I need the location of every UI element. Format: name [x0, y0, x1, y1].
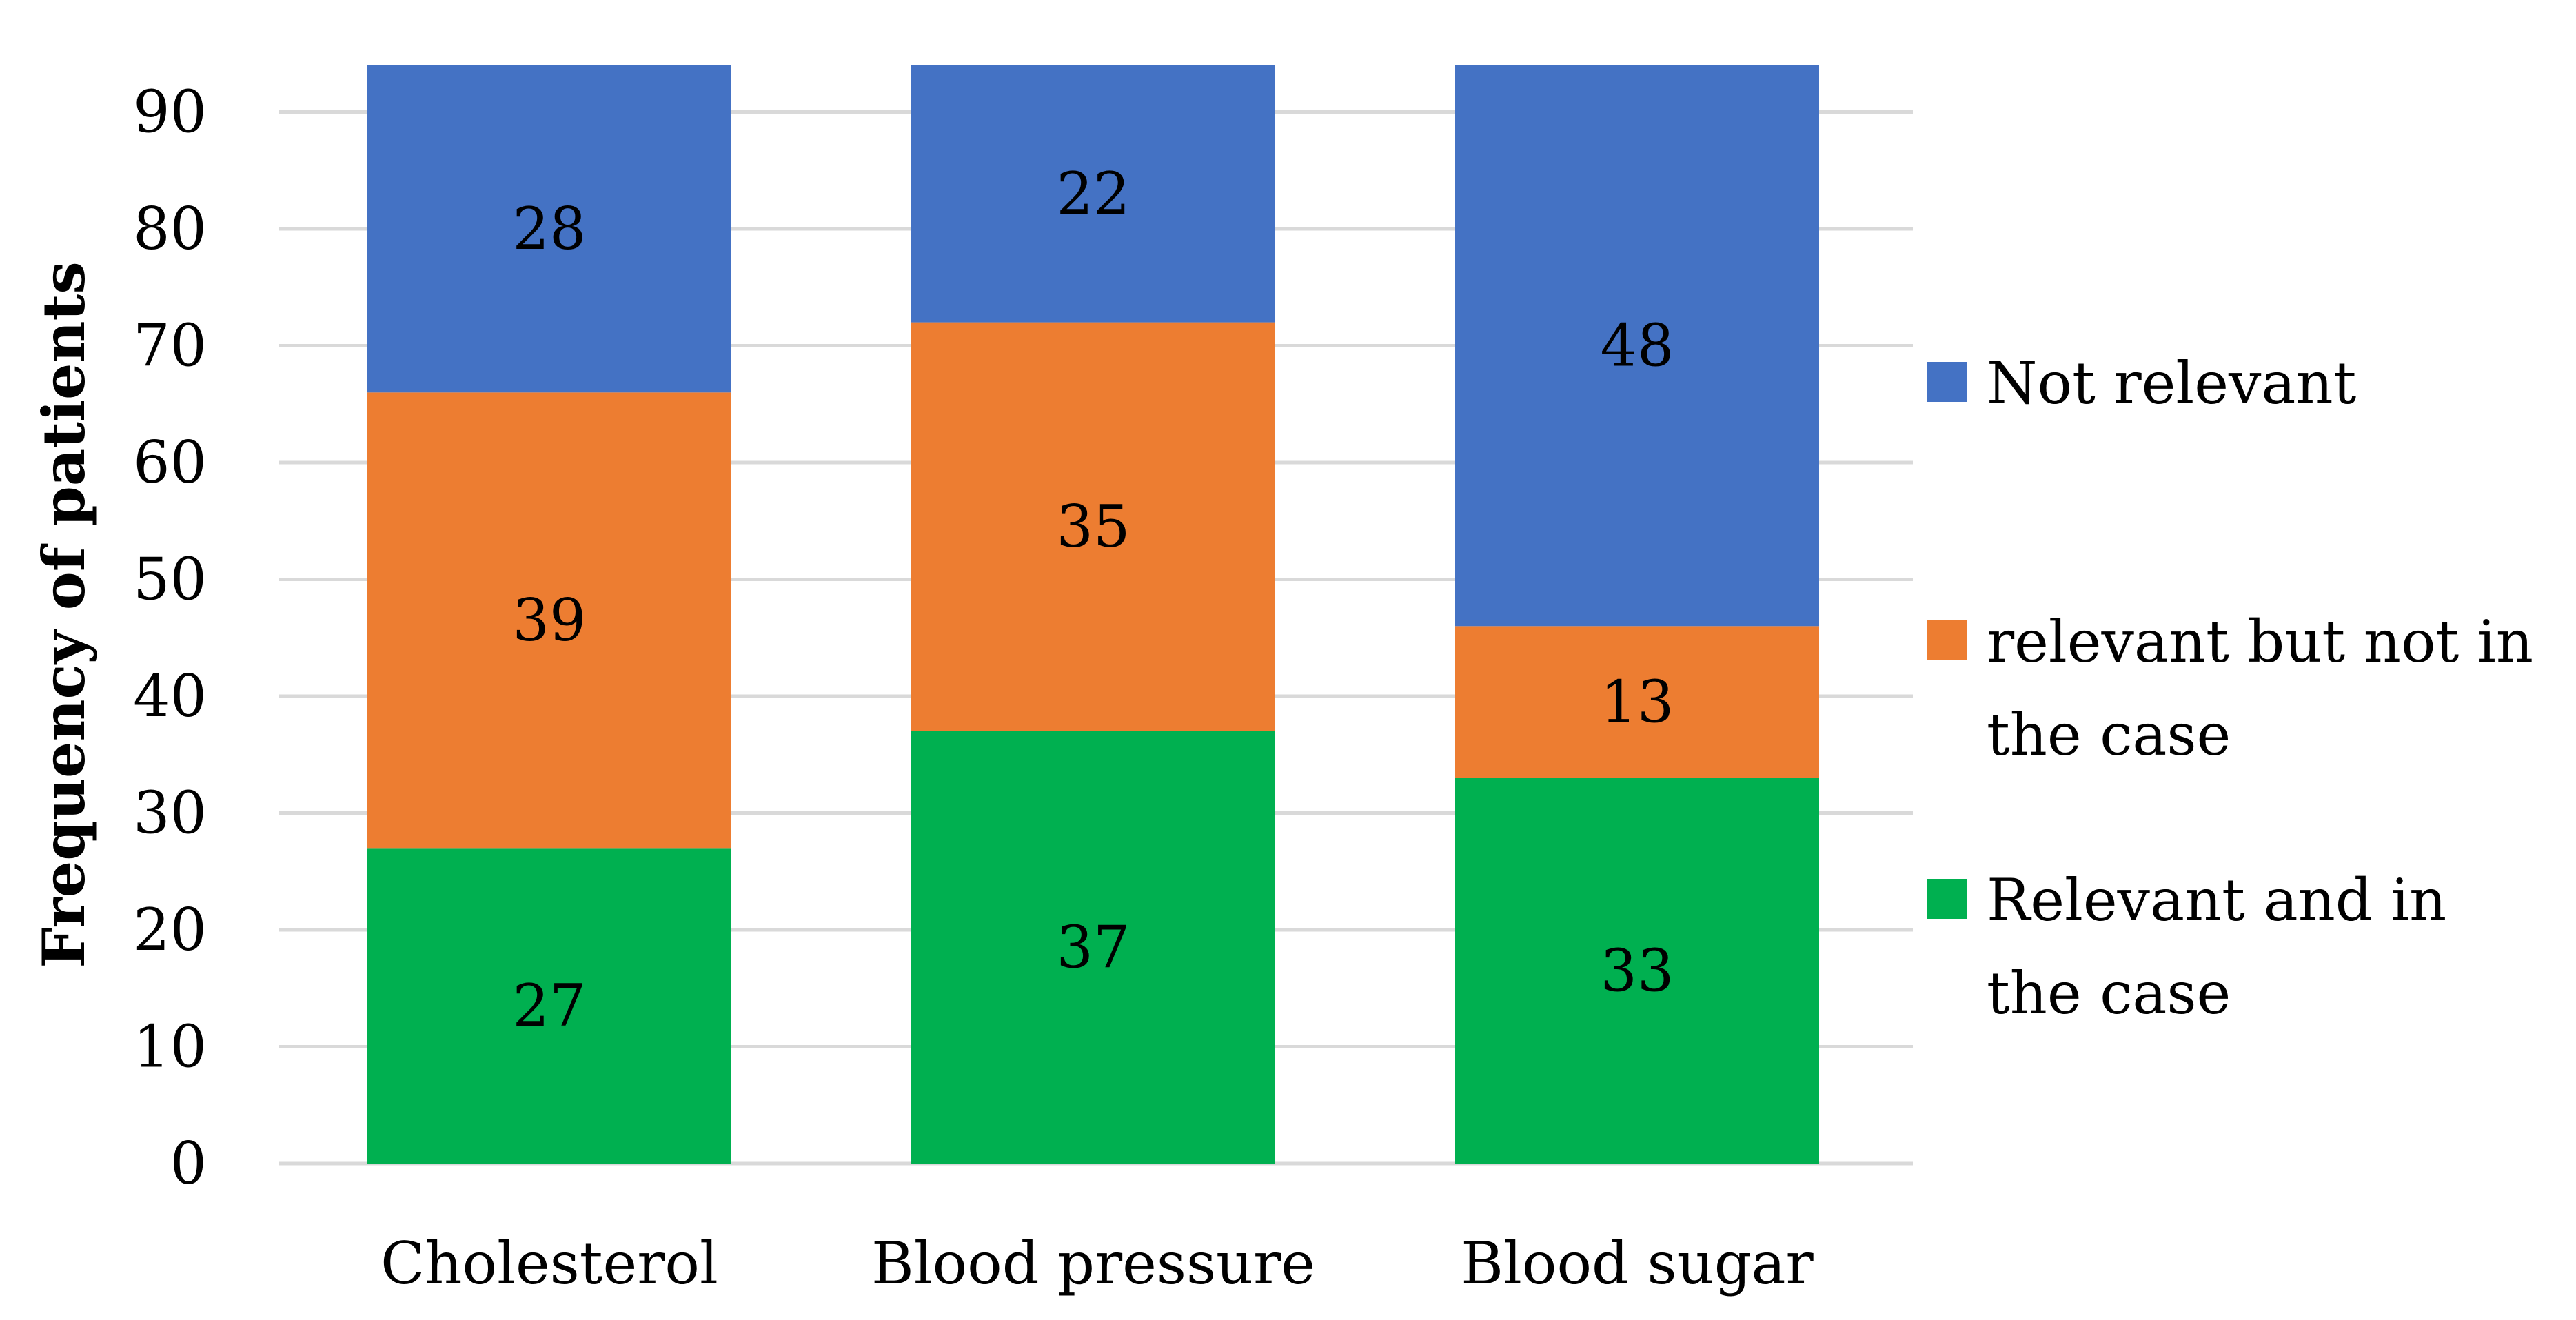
bar-blood-pressure-series-2: [911, 65, 1275, 323]
y-tick-label: 30: [133, 780, 207, 847]
legend-label: relevant but not in: [1987, 608, 2533, 676]
data-label: 33: [1601, 937, 1674, 1004]
data-labels: 27 39 28 37 35 22 33 13 48: [513, 160, 1674, 1039]
legend-label: the case: [1987, 959, 2231, 1027]
bar-blood-sugar-series-0: [1455, 778, 1819, 1164]
legend: Not relevant relevant but not in the case R…: [1927, 349, 2533, 1027]
data-label: 37: [1057, 913, 1130, 981]
legend-label: the case: [1987, 701, 2231, 769]
y-tick-label: 60: [133, 429, 207, 496]
x-category-label: Blood pressure: [871, 1230, 1315, 1297]
data-label: 48: [1601, 312, 1674, 380]
y-tick-label: 20: [133, 896, 207, 964]
data-label: 28: [513, 195, 587, 263]
data-label: 35: [1057, 493, 1130, 560]
y-tick-label: 10: [133, 1013, 207, 1081]
data-label: 27: [513, 972, 587, 1039]
data-label: 39: [513, 587, 587, 654]
bar-blood-sugar-series-1: [1455, 626, 1819, 778]
legend-swatch: [1927, 362, 1967, 402]
data-label: 22: [1057, 160, 1130, 227]
x-category-label: Blood sugar: [1461, 1230, 1814, 1297]
y-tick-label: 90: [133, 79, 207, 146]
legend-swatch: [1927, 620, 1967, 660]
bar-cholesterol-series-1: [367, 392, 731, 849]
y-tick-label: 40: [133, 662, 207, 730]
bar-blood-sugar-series-2: [1455, 65, 1819, 627]
bar-cholesterol-series-0: [367, 848, 731, 1164]
y-axis-title: Frequency of patients: [30, 261, 98, 968]
bar-blood-pressure-series-0: [911, 731, 1275, 1164]
legend-label: Not relevant: [1987, 349, 2357, 417]
x-category-label: Cholesterol: [381, 1230, 718, 1297]
bars: [367, 65, 1819, 1164]
y-tick-label: 80: [133, 195, 207, 263]
y-tick-label: 70: [133, 312, 207, 380]
y-tick-label: 50: [133, 546, 207, 613]
bar-blood-pressure-series-1: [911, 322, 1275, 731]
y-axis-ticks: 0 10 20 30 40 50 60 70 80 90: [133, 79, 207, 1198]
legend-label: Relevant and in: [1987, 866, 2446, 934]
bar-cholesterol-series-2: [367, 65, 731, 393]
data-label: 13: [1601, 668, 1674, 735]
y-tick-label: 0: [170, 1130, 207, 1197]
x-axis-categories: Cholesterol Blood pressure Blood sugar: [381, 1230, 1814, 1297]
legend-swatch: [1927, 879, 1967, 919]
